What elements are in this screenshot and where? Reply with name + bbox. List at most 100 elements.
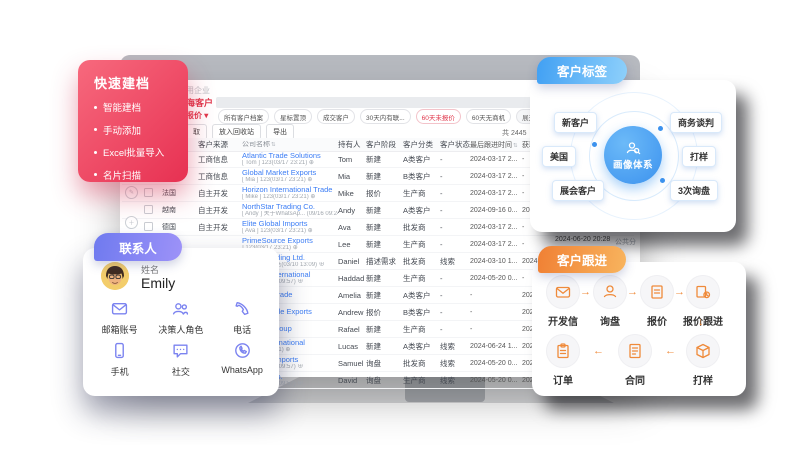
acquired-cell: - xyxy=(522,274,525,282)
follow-step-label: 开发信 xyxy=(548,317,578,328)
status-cell: - xyxy=(440,154,443,164)
owner-cell: Lucas xyxy=(338,341,359,351)
contact-field-label: 决策人角色 xyxy=(158,325,204,335)
acquired-cell: - xyxy=(522,240,525,248)
sort-icon[interactable]: ⇅ xyxy=(513,142,518,149)
workspace-label: 用企业 xyxy=(186,86,210,95)
owner-cell: Amelia xyxy=(338,290,361,300)
follow-step-label: 报价跟进 xyxy=(683,317,723,328)
company-followup-note: [ Mike ] 123(03/17 23:21) ⊕ xyxy=(242,193,316,200)
recycle-bin-button[interactable]: 放入回收站 xyxy=(212,124,261,140)
country-cell: 法国 xyxy=(162,190,176,197)
quick-create-item: 智能建档 xyxy=(94,100,188,114)
filter-chip[interactable]: 成交客户 xyxy=(317,109,355,124)
company-link[interactable]: Global Market Exports xyxy=(242,168,317,177)
table-row[interactable]: 德国 自主开发 Elite Global Imports[ Ava ] 123(03… xyxy=(122,219,634,236)
persona-hub: 画像体系 xyxy=(604,126,662,184)
acquired-cell: 2024-... xyxy=(522,257,546,265)
bullet-dot xyxy=(94,128,97,131)
filter-chip[interactable]: 60天无商机 xyxy=(465,109,512,124)
flow-arrow-icon: → xyxy=(674,286,685,298)
table-row[interactable]: 法国 自主开发 Horizon International Trade[ Mike … xyxy=(122,185,634,202)
row-checkbox[interactable] xyxy=(144,205,153,214)
category-cell: A类客户 xyxy=(403,154,431,164)
source-cell: 工商信息 xyxy=(198,171,228,181)
company-link[interactable]: Elite Global Imports xyxy=(242,219,308,228)
last-follow-cell: 2024-09-16 0... xyxy=(470,206,518,214)
company-link[interactable]: PrimeSource Exports xyxy=(242,236,313,245)
bullet-dot xyxy=(94,150,97,154)
contact-field-label: 手机 xyxy=(110,367,129,377)
ring-dot xyxy=(592,142,597,147)
contact-field: 手机 xyxy=(89,342,150,378)
company-followup-note: ] 123(03/17 23:21) ⊕ xyxy=(242,244,298,251)
row-add-icon[interactable]: ＋ xyxy=(125,216,138,229)
owner-cell: Mike xyxy=(338,188,354,198)
owner-cell: Haddad xyxy=(338,273,365,283)
row-edit-icon[interactable]: ✎ xyxy=(125,186,138,199)
customer-tag-pill: 商务谈判 xyxy=(670,112,723,133)
tab-private-customers[interactable]: 海客户 xyxy=(186,98,214,108)
flow-arrow-icon: ↓ xyxy=(698,316,704,328)
sort-icon[interactable]: ⇅ xyxy=(271,141,276,148)
row-checkbox[interactable] xyxy=(144,188,153,197)
owner-cell: Samuel xyxy=(338,358,364,368)
detail-last-follow-datetime: 2024-06-20 20:28 xyxy=(553,236,613,243)
contact-field: 邮箱账号 xyxy=(89,300,150,336)
category-cell: 生产商 xyxy=(403,324,426,334)
mobile-icon xyxy=(111,342,128,359)
category-cell: B类客户 xyxy=(403,171,431,181)
owner-cell: Andrew xyxy=(338,307,364,317)
company-followup-note: [ Mia ] 123(03/17 23:21) ⊕ xyxy=(242,176,313,183)
stage-cell: 报价 xyxy=(366,188,381,198)
company-cell: NorthStar Trading Co.[ Andy ] 关于WhatsAp.… xyxy=(242,203,338,217)
row-checkbox-cell xyxy=(144,184,162,202)
company-link[interactable]: Horizon International Trade xyxy=(242,185,333,194)
quick-create-item-label: 名片扫描 xyxy=(103,170,142,182)
company-followup-note: …商品4号发送(03/10 13:09) ⊕ xyxy=(242,261,325,268)
company-link[interactable]: NorthStar Trading Co. xyxy=(242,202,315,211)
source-cell: 自主开发 xyxy=(198,222,228,232)
follow-step-circle xyxy=(686,275,720,309)
avatar xyxy=(101,262,129,290)
contact-field: 电话 xyxy=(212,300,273,336)
company-cell: Global Market Exports[ Mia ] 123(03/17 2… xyxy=(242,169,338,183)
last-follow-cell: 2024-05-20 0... xyxy=(470,359,518,367)
stage-cell: 新建 xyxy=(366,171,381,181)
customer-tag-pill: 新客户 xyxy=(554,112,598,133)
status-cell: - xyxy=(440,188,443,198)
filter-chip[interactable]: 星标置顶 xyxy=(274,109,312,124)
country-cell: 越南 xyxy=(162,207,176,214)
status-cell: - xyxy=(440,307,443,317)
acquired-cell: - xyxy=(522,223,525,231)
status-cell: 线索 xyxy=(440,341,455,351)
contact-name-label: 姓名 xyxy=(141,265,160,275)
quote-follow-icon xyxy=(695,284,711,300)
follow-step: 合同 xyxy=(613,334,657,387)
filter-chip[interactable]: 所有客户档案 xyxy=(218,109,269,124)
filter-chip[interactable]: 30天内有联... xyxy=(360,109,411,124)
filter-dropdown[interactable]: 报价 ▾ xyxy=(186,111,209,120)
follow-step-circle xyxy=(640,275,674,309)
tab-bar-placeholder xyxy=(216,97,548,108)
category-cell: B类客户 xyxy=(403,307,431,317)
column-header: 客户状态⇅ xyxy=(440,140,470,149)
order-icon xyxy=(555,343,571,359)
company-followup-note: [ Andy ] 关于WhatsAp... (09/16 09:24) ⊕ xyxy=(242,210,338,217)
contact-field-label: 邮箱账号 xyxy=(101,325,138,335)
contact-card: 姓名 Emily 邮箱账号 决策人角色 电话 手机 社交 WhatsApp xyxy=(83,248,279,396)
contact-field: WhatsApp xyxy=(212,342,273,378)
follow-step: 询盘 xyxy=(588,275,632,328)
company-link[interactable]: Atlantic Trade Solutions xyxy=(242,151,321,160)
contract-icon xyxy=(627,343,643,359)
whatsapp-icon xyxy=(234,342,251,359)
category-cell: 生产商 xyxy=(403,239,426,249)
persona-hub-label: 画像体系 xyxy=(612,159,653,171)
row-checkbox[interactable] xyxy=(144,222,153,231)
last-follow-cell: 2024-05-20 0... xyxy=(470,274,518,282)
stage-cell: 新建 xyxy=(366,341,381,351)
role-icon xyxy=(172,300,189,317)
filter-chip[interactable]: 60天未报价 xyxy=(415,109,461,124)
stage-cell: 新建 xyxy=(366,273,381,283)
category-cell: A类客户 xyxy=(403,290,431,300)
